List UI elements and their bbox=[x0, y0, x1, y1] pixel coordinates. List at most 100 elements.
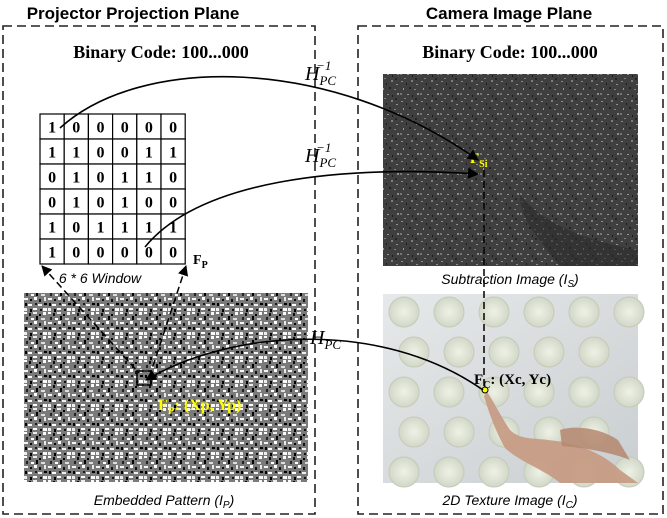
texture-dot bbox=[433, 456, 465, 488]
grid-cell-value: 0 bbox=[121, 245, 129, 262]
grid-cell-value: 0 bbox=[72, 220, 80, 237]
left-panel-title: Projector Projection Plane bbox=[27, 4, 240, 23]
grid-cell-value: 1 bbox=[145, 220, 153, 237]
grid-cell bbox=[63, 238, 89, 265]
grid-cell-value: 0 bbox=[72, 245, 80, 262]
texture-image-caption: 2D Texture Image (IC) bbox=[441, 492, 577, 511]
grid-cell-value: 1 bbox=[72, 170, 80, 187]
grid-cell bbox=[87, 213, 114, 240]
right-panel-border bbox=[357, 25, 664, 515]
texture-dot bbox=[398, 416, 430, 448]
right-binary-code-label: Binary Code: 100...000 bbox=[422, 42, 598, 62]
arrow-bottom-to-subtraction bbox=[144, 167, 480, 248]
grid-cell-value: 0 bbox=[145, 245, 153, 262]
texture-dot bbox=[388, 456, 420, 488]
texture-dot bbox=[388, 296, 420, 328]
texture-dot bbox=[478, 456, 510, 488]
grid-cell bbox=[160, 238, 186, 265]
texture-dot bbox=[433, 376, 465, 408]
grid-cell-value: 1 bbox=[48, 145, 56, 162]
grid-cell bbox=[111, 163, 138, 190]
texture-dot bbox=[533, 336, 565, 368]
left-panel-border bbox=[2, 25, 316, 515]
embedded-pattern-caption: Embedded Pattern (IP) bbox=[94, 492, 235, 511]
grid-cell bbox=[63, 138, 89, 165]
grid-cell bbox=[87, 138, 114, 165]
texture-dot bbox=[568, 296, 600, 328]
grid-cell-value: 0 bbox=[97, 170, 105, 187]
subtraction-image bbox=[383, 74, 638, 266]
grid-cell-value: 1 bbox=[145, 145, 153, 162]
grid-cell-value: 0 bbox=[169, 195, 177, 212]
embedded-pattern-image bbox=[24, 293, 308, 482]
texture-dot bbox=[523, 296, 555, 328]
hand-knuckles bbox=[560, 427, 630, 460]
projector-point-label: FP: (Xp, Yp) bbox=[158, 397, 241, 417]
grid-cell bbox=[136, 163, 162, 190]
grid-cell-value: 1 bbox=[72, 195, 80, 212]
grid-cell-value: 0 bbox=[72, 120, 80, 137]
grid-cell-value: 1 bbox=[169, 220, 177, 237]
texture-dot bbox=[523, 376, 555, 408]
grid-cell-value: 1 bbox=[121, 195, 129, 212]
hand-finger bbox=[484, 392, 638, 483]
grid-cell bbox=[111, 188, 138, 215]
grid-cell-value: 1 bbox=[121, 220, 129, 237]
grid-cell bbox=[39, 238, 65, 265]
grid-cell-value: 1 bbox=[48, 120, 56, 137]
grid-cell-value: 0 bbox=[48, 170, 56, 187]
subtraction-image-caption: Subtraction Image (IS) bbox=[441, 271, 578, 290]
grid-cell-value: 0 bbox=[169, 120, 177, 137]
grid-cell-value: 0 bbox=[97, 195, 105, 212]
right-panel-title: Camera Image Plane bbox=[426, 4, 592, 23]
window-to-box-dashed-right bbox=[150, 265, 189, 373]
grid-cell-value: 1 bbox=[121, 170, 129, 187]
texture-dot bbox=[613, 376, 645, 408]
arrow-camera-to-projector bbox=[145, 338, 484, 391]
grid-cell-value: 0 bbox=[121, 120, 129, 137]
subtraction-image-shadow bbox=[520, 195, 638, 266]
grid-cell-value: 0 bbox=[97, 245, 105, 262]
transform-label-3: HPC bbox=[309, 327, 341, 352]
grid-cell bbox=[63, 188, 89, 215]
grid-cell bbox=[160, 138, 186, 165]
texture-dot bbox=[488, 336, 520, 368]
grid-cell bbox=[160, 188, 186, 215]
grid-cell-value: 0 bbox=[169, 170, 177, 187]
texture-dot bbox=[568, 376, 600, 408]
texture-dot bbox=[443, 416, 475, 448]
grid-cell bbox=[39, 138, 65, 165]
grid-cell bbox=[63, 213, 89, 240]
grid-cell-value: 0 bbox=[48, 195, 56, 212]
transform-label-1: HPC−1 bbox=[304, 58, 336, 88]
binary-window-grid: 1 0 0 0 0 01 1 0 0 1 10 1 0 1 1 00 1 0 1 0 01 0 1 1 1 11 0 0 0 0 0 bbox=[39, 113, 186, 265]
texture-dot bbox=[578, 336, 610, 368]
texture-dot bbox=[613, 296, 645, 328]
texture-dot bbox=[433, 296, 465, 328]
window-caption: 6 * 6 Window bbox=[59, 270, 142, 286]
grid-cell-value: 1 bbox=[169, 145, 177, 162]
camera-point-label: FC: (Xc, Yc) bbox=[474, 372, 551, 391]
grid-cell-value: 1 bbox=[72, 145, 80, 162]
grid-cell-value: 1 bbox=[97, 220, 105, 237]
grid-feature-label: FP bbox=[193, 253, 208, 271]
grid-cell-value: 0 bbox=[169, 245, 177, 262]
grid-cell bbox=[160, 113, 186, 140]
grid-cell-value: 0 bbox=[97, 120, 105, 137]
grid-cell-value: 0 bbox=[145, 120, 153, 137]
left-binary-code-label: Binary Code: 100...000 bbox=[73, 42, 249, 62]
arrow-top-to-subtraction bbox=[59, 75, 479, 161]
grid-cell-value: 0 bbox=[97, 145, 105, 162]
grid-cell bbox=[160, 213, 186, 240]
texture-image bbox=[383, 294, 638, 483]
grid-cell bbox=[136, 138, 162, 165]
grid-cell-value: 1 bbox=[48, 220, 56, 237]
texture-dot bbox=[388, 376, 420, 408]
transform-label-2: HPC−1 bbox=[304, 140, 336, 170]
window-to-box-dashed-left bbox=[41, 265, 140, 374]
grid-cell-value: 1 bbox=[145, 170, 153, 187]
grid-cell bbox=[111, 113, 138, 140]
grid-cell-value: 0 bbox=[145, 195, 153, 212]
texture-dot bbox=[398, 336, 430, 368]
